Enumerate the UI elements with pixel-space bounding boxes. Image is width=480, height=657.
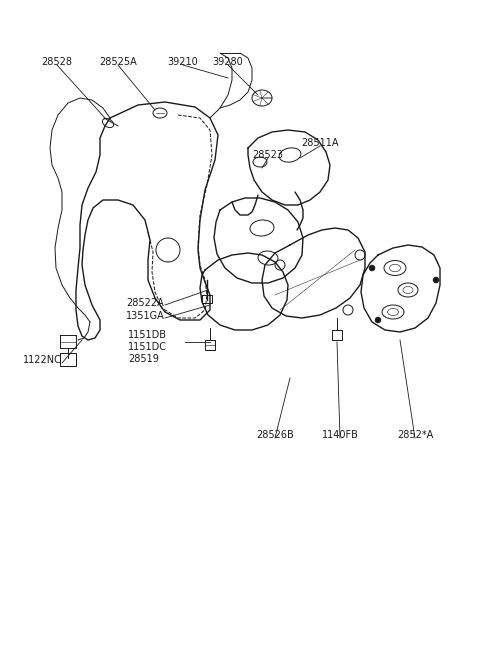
Text: 1151DB: 1151DB [128,330,167,340]
Text: 28522A: 28522A [126,298,164,308]
Text: 28511A: 28511A [301,138,339,148]
Text: 28519: 28519 [128,354,159,364]
Text: 28526B: 28526B [256,430,294,440]
Text: 2852*A: 2852*A [397,430,433,440]
Text: 1351GA: 1351GA [126,311,164,321]
Circle shape [369,265,375,271]
Circle shape [433,277,439,283]
Text: 1122NC: 1122NC [23,355,61,365]
Circle shape [375,317,381,323]
Text: 28523: 28523 [252,150,284,160]
Text: 39210: 39210 [168,57,198,67]
Text: 39280: 39280 [213,57,243,67]
Text: 1151DC: 1151DC [128,342,167,352]
Text: 1140FB: 1140FB [322,430,359,440]
Text: 28525A: 28525A [99,57,137,67]
Text: 28528: 28528 [41,57,72,67]
